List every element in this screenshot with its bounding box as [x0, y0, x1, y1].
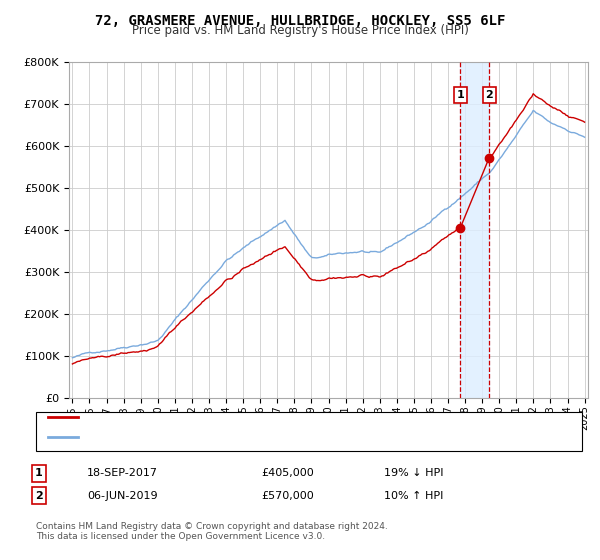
- Text: 18-SEP-2017: 18-SEP-2017: [87, 468, 158, 478]
- Text: Price paid vs. HM Land Registry's House Price Index (HPI): Price paid vs. HM Land Registry's House …: [131, 24, 469, 37]
- Text: 19% ↓ HPI: 19% ↓ HPI: [384, 468, 443, 478]
- Text: 2: 2: [485, 90, 493, 100]
- Text: 1: 1: [457, 90, 464, 100]
- Text: 1: 1: [35, 468, 43, 478]
- Text: HPI: Average price, detached house, Rochford: HPI: Average price, detached house, Roch…: [84, 432, 323, 442]
- Text: 2: 2: [35, 491, 43, 501]
- Text: 72, GRASMERE AVENUE, HULLBRIDGE, HOCKLEY, SS5 6LF: 72, GRASMERE AVENUE, HULLBRIDGE, HOCKLEY…: [95, 14, 505, 28]
- Text: Contains HM Land Registry data © Crown copyright and database right 2024.
This d: Contains HM Land Registry data © Crown c…: [36, 522, 388, 542]
- Text: £570,000: £570,000: [261, 491, 314, 501]
- Text: 72, GRASMERE AVENUE, HULLBRIDGE, HOCKLEY, SS5 6LF (detached house): 72, GRASMERE AVENUE, HULLBRIDGE, HOCKLEY…: [84, 412, 478, 422]
- Text: £405,000: £405,000: [261, 468, 314, 478]
- Text: 10% ↑ HPI: 10% ↑ HPI: [384, 491, 443, 501]
- Text: 06-JUN-2019: 06-JUN-2019: [87, 491, 158, 501]
- Bar: [460, 62, 490, 398]
